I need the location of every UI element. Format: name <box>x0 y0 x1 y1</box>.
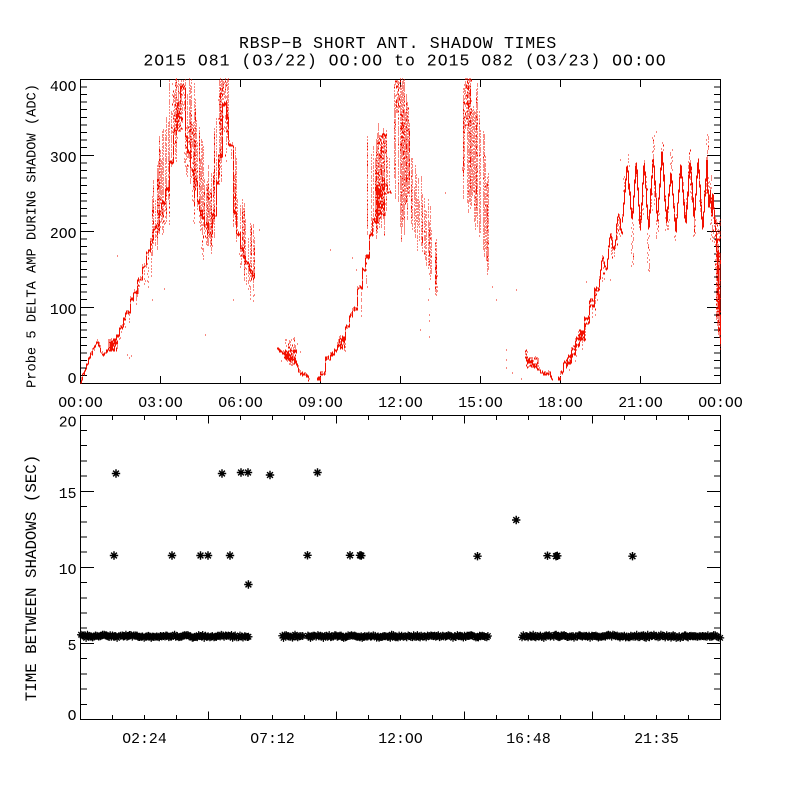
svg-text:TIME BETWEEN SHADOWS (SEC): TIME BETWEEN SHADOWS (SEC) <box>23 455 41 701</box>
svg-text:O3:OO: O3:OO <box>138 396 183 412</box>
svg-text:O2:24: O2:24 <box>122 732 167 748</box>
svg-text:3OO: 3OO <box>50 151 77 167</box>
svg-text:Probe 5 DELTA AMP DURING SHADO: Probe 5 DELTA AMP DURING SHADOW (ADC) <box>26 84 41 388</box>
svg-text:5: 5 <box>68 639 77 655</box>
svg-text:2OO: 2OO <box>50 227 77 243</box>
svg-text:OO:OO: OO:OO <box>58 396 103 412</box>
svg-text:21:35: 21:35 <box>634 732 678 748</box>
svg-text:O6:OO: O6:OO <box>218 396 263 412</box>
svg-text:2O15 O81 (O3/22) OO:OO to 2O15: 2O15 O81 (O3/22) OO:OO to 2O15 O82 (O3/2… <box>143 52 666 71</box>
svg-text:2O: 2O <box>59 415 77 431</box>
svg-text:15:OO: 15:OO <box>458 396 503 412</box>
svg-text:1O: 1O <box>59 563 77 579</box>
svg-text:O9:OO: O9:OO <box>298 396 343 412</box>
svg-text:12:OO: 12:OO <box>378 396 423 412</box>
svg-text:O7:12: O7:12 <box>250 732 294 748</box>
svg-text:RBSP−B SHORT ANT. SHADOW TIMES: RBSP−B SHORT ANT. SHADOW TIMES <box>239 34 557 53</box>
svg-text:O: O <box>68 372 77 388</box>
svg-text:O: O <box>68 709 77 725</box>
svg-text:OO:OO: OO:OO <box>698 396 743 412</box>
svg-text:18:OO: 18:OO <box>538 396 583 412</box>
svg-text:15: 15 <box>59 487 77 503</box>
svg-text:21:OO: 21:OO <box>618 396 663 412</box>
svg-text:12:OO: 12:OO <box>378 732 423 748</box>
svg-text:1OO: 1OO <box>50 303 77 319</box>
svg-text:16:48: 16:48 <box>506 732 550 748</box>
svg-text:4OO: 4OO <box>50 80 77 96</box>
